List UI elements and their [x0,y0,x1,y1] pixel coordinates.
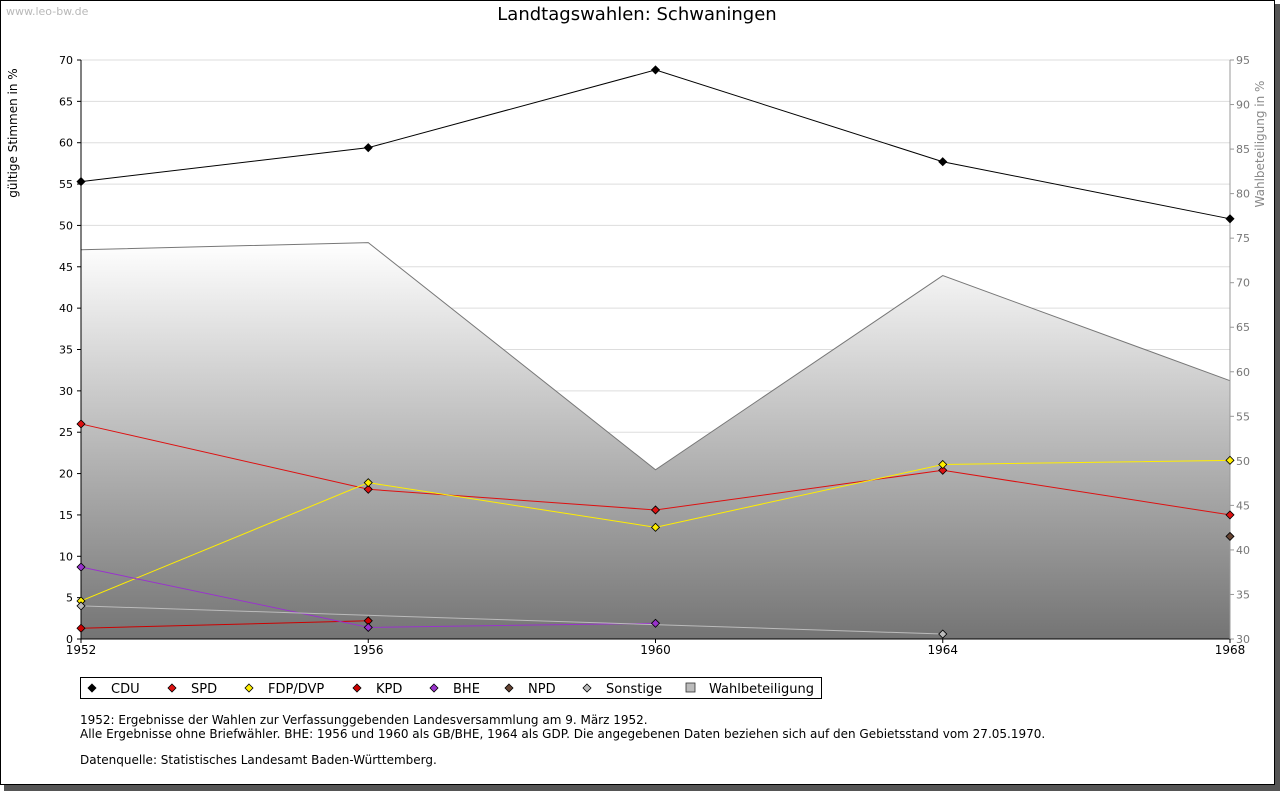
point-spd-1964 [938,465,948,475]
legend-box [80,677,822,699]
y-tick-label-5: 5 [66,592,73,605]
point-fdp-dvp-1956 [363,478,373,488]
legend: CDU SPD FDP/DVP KPD BHE NPD Sonstige Wahlbeteil… [80,677,822,699]
note-1952: 1952: Ergebnisse der Wahlen zur Verfassu… [80,713,648,727]
y2-tick-label-45: 45 [1236,499,1250,512]
y2-tick-label-65: 65 [1236,321,1250,334]
x-tick-label-1964: 1964 [927,643,958,657]
y-tick-label-40: 40 [59,302,73,315]
series-points-layer [76,65,1235,639]
y-tick-label-70: 70 [59,54,73,67]
point-cdu-1960 [650,65,661,75]
legend-marker-sonstige [582,683,592,693]
x-tick-label-1956: 1956 [353,643,384,657]
point-cdu-1956 [363,143,373,153]
y2-tick-label-85: 85 [1236,143,1250,156]
note-briefwaehler: Alle Ergebnisse ohne Briefwähler. BHE: 1… [80,727,1046,741]
y-tick-label-55: 55 [59,178,73,191]
y2-tick-label-75: 75 [1236,232,1250,245]
turnout-area [81,242,1230,639]
legend-label-bhe: BHE [453,682,480,697]
point-spd-1960 [650,505,661,515]
turnout-area-layer [80,242,1231,639]
y2-tick-label-55: 55 [1236,410,1250,423]
y-tick-label-10: 10 [59,550,73,563]
point-bhe-1960 [650,618,661,628]
legend-label-npd: NPD [528,682,556,697]
legend-label-sonstige: Sonstige [606,682,662,697]
legend-marker-kpd [352,683,362,693]
y2-axis-label: Wahlbeteiligung in % [1253,81,1267,208]
y-tick-label-35: 35 [59,344,73,357]
y2-tick-label-95: 95 [1236,54,1250,67]
y-tick-label-65: 65 [59,95,73,108]
y2-tick-label-60: 60 [1236,366,1250,379]
y-tick-label-25: 25 [59,426,73,439]
y-tick-label-45: 45 [59,261,73,274]
point-fdp-dvp-1964 [938,459,948,470]
note-source: Datenquelle: Statistisches Landesamt Bad… [80,753,437,767]
point-bhe-1956 [363,622,373,632]
series-line-kpd [80,620,369,629]
chart-title: Landtagswahlen: Schwaningen [497,4,776,25]
y-axis-label: gültige Stimmen in % [6,68,20,197]
x-tick-label-1960: 1960 [640,643,671,657]
legend-label-wahlbeteiligung: Wahlbeteiligung [709,682,814,697]
point-sonstige-1964 [938,629,948,639]
point-kpd-1952 [76,623,86,633]
y-tick-label-60: 60 [59,137,73,150]
y2-tick-label-70: 70 [1236,277,1250,290]
legend-marker-cdu [87,683,97,693]
legend-label-kpd: KPD [376,682,402,697]
legend-marker-spd [167,683,177,693]
series-line-cdu [80,69,1231,220]
y2-tick-label-50: 50 [1236,455,1250,468]
y-tick-label-0: 0 [66,633,73,646]
frame-shadow-right [1275,4,1280,791]
x-tick-label-1968: 1968 [1215,643,1246,657]
point-spd-1952 [76,419,86,429]
legend-marker-bhe [429,683,439,693]
point-bhe-1952 [76,562,86,572]
point-cdu-1968 [1225,214,1235,224]
point-sonstige-1952 [76,601,86,611]
series-line-sonstige [80,605,943,635]
y2-tick-label-90: 90 [1236,99,1250,112]
y2-tick-label-35: 35 [1236,588,1250,601]
legend-label-fdp-dvp: FDP/DVP [268,682,324,697]
y2-tick-label-40: 40 [1236,544,1250,557]
y-tick-label-15: 15 [59,509,73,522]
watermark-text: www.leo-bw.de [6,5,89,18]
axes-layer: 0 5 10 15 20 25 30 35 40 45 50 55 60 65 70 30 35 40 45 50 55… [59,54,1250,657]
y-tick-label-20: 20 [59,468,73,481]
x-tick-label-1952: 1952 [66,643,97,657]
legend-label-cdu: CDU [111,682,140,697]
point-fdp-dvp-1960 [650,522,661,532]
point-npd-1968 [1225,531,1235,541]
y-tick-label-30: 30 [59,385,73,398]
point-spd-1956 [363,484,373,494]
frame-shadow-bottom [4,785,1280,791]
legend-marker-npd [504,683,514,693]
point-cdu-1964 [938,157,948,167]
y2-tick-label-80: 80 [1236,188,1250,201]
point-spd-1968 [1225,510,1235,520]
y-tick-label-50: 50 [59,219,73,232]
legend-marker-fdp-dvp [244,683,254,693]
point-cdu-1952 [76,177,86,187]
point-fdp-dvp-1968 [1225,455,1235,465]
legend-marker-wahlbeteiligung [685,682,696,693]
turnout-line [80,242,1231,471]
y2-tick-label-30: 30 [1236,633,1250,646]
legend-label-spd: SPD [191,682,217,697]
